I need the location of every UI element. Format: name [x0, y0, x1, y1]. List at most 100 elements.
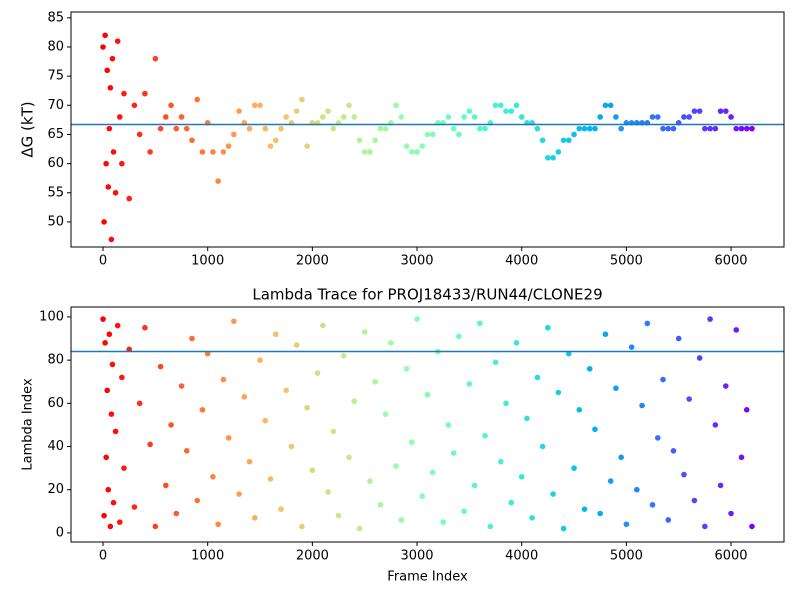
point [340, 114, 347, 120]
point [126, 346, 132, 353]
point [107, 523, 114, 530]
point [482, 125, 488, 132]
point [272, 331, 279, 338]
point [372, 378, 378, 385]
point [733, 125, 740, 132]
point [654, 435, 661, 441]
plot-area [71, 32, 784, 243]
point [576, 407, 583, 413]
point [314, 370, 321, 376]
point [131, 102, 138, 109]
point [482, 432, 488, 439]
x-tick-label: 1000 [191, 549, 224, 564]
point [566, 137, 572, 144]
x-tick-label: 4000 [505, 549, 538, 564]
point [278, 125, 284, 132]
y-tick-label: 60 [47, 396, 64, 411]
point [257, 102, 263, 109]
point [403, 143, 410, 149]
point [246, 458, 253, 465]
y-tick-label: 40 [47, 439, 64, 454]
point [110, 499, 117, 506]
point [743, 125, 750, 132]
y-tick-label: 60 [47, 156, 64, 171]
y-tick-label: 0 [56, 525, 64, 540]
chart-title: Lambda Trace for PROJ18433/RUN44/CLONE29 [252, 286, 602, 304]
point [157, 125, 164, 132]
point [119, 374, 125, 381]
y-axis-label: ΔG (kT) [19, 101, 37, 157]
point [403, 365, 410, 372]
point [215, 178, 221, 184]
point [377, 502, 384, 508]
point [103, 454, 109, 461]
y-tick-label: 20 [47, 482, 64, 497]
point [393, 463, 399, 469]
point [560, 137, 567, 144]
point [325, 489, 331, 495]
point [251, 515, 258, 521]
point [613, 385, 619, 392]
y-tick-label: 75 [47, 69, 64, 84]
point [424, 131, 431, 138]
point [104, 387, 111, 394]
point [372, 137, 378, 144]
point [320, 114, 326, 120]
point [335, 512, 342, 519]
point [670, 448, 677, 454]
point [581, 125, 588, 132]
point [262, 125, 269, 132]
point [356, 137, 363, 144]
point [104, 67, 111, 74]
point [325, 108, 331, 114]
point [670, 125, 677, 132]
x-tick-label: 6000 [714, 549, 747, 564]
point [102, 340, 108, 346]
point [487, 523, 494, 530]
point [101, 512, 107, 519]
point [108, 236, 115, 243]
point [288, 443, 295, 450]
point [477, 320, 483, 327]
point [675, 335, 682, 342]
point [628, 344, 635, 350]
point [351, 114, 358, 120]
point [257, 357, 263, 363]
point [649, 114, 656, 120]
y-tick-label: 80 [47, 353, 64, 368]
point [613, 114, 619, 120]
point [508, 499, 515, 506]
axes-frame [70, 306, 785, 543]
point [571, 465, 577, 471]
point [199, 149, 206, 155]
point [508, 108, 515, 114]
point [440, 519, 447, 525]
point [424, 391, 431, 398]
point [743, 407, 750, 413]
point [393, 102, 399, 109]
point [126, 195, 132, 202]
point [377, 125, 384, 132]
point [686, 114, 692, 120]
point [102, 32, 108, 39]
point [382, 411, 389, 417]
point [241, 394, 248, 400]
point [398, 114, 405, 120]
point [696, 355, 703, 361]
y-tick-label: 50 [47, 214, 64, 229]
point [304, 404, 310, 411]
y-tick-label: 85 [47, 10, 64, 25]
point [204, 350, 211, 357]
point [681, 114, 687, 120]
point [283, 387, 289, 394]
point [717, 108, 724, 114]
point [178, 114, 185, 120]
point [686, 396, 692, 402]
point [361, 329, 368, 335]
point [121, 465, 127, 471]
point [728, 510, 734, 517]
point [691, 497, 698, 504]
point [100, 316, 106, 322]
point [576, 125, 583, 132]
point [419, 493, 426, 500]
